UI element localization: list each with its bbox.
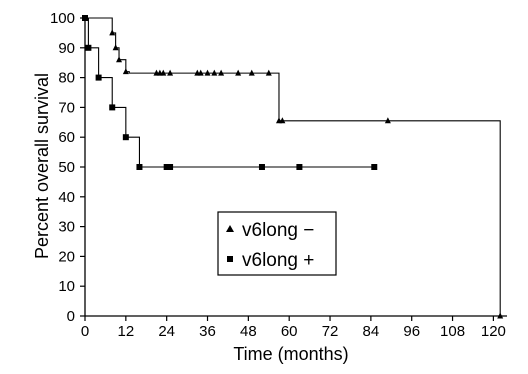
x-tick-label: 108 xyxy=(440,323,465,340)
x-tick-label: 48 xyxy=(240,323,257,340)
legend-label-series-2: v6long + xyxy=(242,250,314,271)
series-2-square-marker xyxy=(85,44,92,51)
series-1-triangle-marker xyxy=(167,69,174,76)
legend-label-series-1: v6long − xyxy=(242,220,314,241)
series-1-triangle-marker xyxy=(265,69,272,76)
series-1-triangle-marker xyxy=(384,117,391,124)
series-2-square-marker xyxy=(95,74,102,81)
series-1-triangle-marker xyxy=(197,69,204,76)
series-1-triangle-marker xyxy=(116,56,123,63)
series-1-triangle-marker xyxy=(235,69,242,76)
y-tick-label: 100 xyxy=(50,10,75,27)
x-tick-label: 0 xyxy=(81,323,89,340)
y-tick-label: 70 xyxy=(58,99,75,116)
x-tick-label: 24 xyxy=(158,323,175,340)
series-2-square-marker xyxy=(167,164,174,170)
y-tick-label: 50 xyxy=(58,159,75,176)
series-2-square-marker xyxy=(136,164,143,170)
series-1-triangle-marker xyxy=(248,69,255,76)
y-tick-label: 10 xyxy=(58,278,75,295)
series-1-triangle-marker xyxy=(497,312,504,319)
x-tick-label: 84 xyxy=(363,323,380,340)
ticks: 0 12 24 36 48 60 72 84 96 108 120 0 10 20 30 40 50 60 70 80… xyxy=(50,10,506,340)
series-1-triangle-marker xyxy=(112,44,119,51)
y-tick-label: 90 xyxy=(58,40,75,57)
series-2-square-marker xyxy=(258,164,265,170)
y-tick-label: 80 xyxy=(58,70,75,87)
y-axis-title: Percent overall survival xyxy=(32,73,52,259)
x-tick-label: 96 xyxy=(403,323,420,340)
series-layer xyxy=(82,15,504,319)
x-tick-label: 60 xyxy=(281,323,298,340)
series-2-square-marker xyxy=(122,134,129,141)
series-1-triangle-marker xyxy=(218,69,225,76)
series-1-triangle-marker xyxy=(122,68,129,75)
series-1-triangle-marker xyxy=(279,117,286,124)
y-tick-label: 40 xyxy=(58,189,75,206)
series-1-triangle-marker xyxy=(109,29,116,36)
series-2-square-marker xyxy=(296,164,303,170)
legend-triangle-icon xyxy=(226,225,234,232)
x-tick-label: 72 xyxy=(322,323,339,340)
series-1-triangle-marker xyxy=(211,69,218,76)
y-tick-label: 60 xyxy=(58,129,75,146)
series-1-triangle-marker xyxy=(160,69,167,76)
x-tick-label: 36 xyxy=(199,323,216,340)
x-tick-label: 12 xyxy=(117,323,134,340)
x-tick-label: 120 xyxy=(481,323,506,340)
series-2-square-marker xyxy=(371,164,378,170)
y-tick-label: 30 xyxy=(58,219,75,236)
series-2-step-line xyxy=(85,17,375,168)
x-axis-title: Time (months) xyxy=(233,344,348,364)
legend-box xyxy=(217,211,337,276)
legend-square-icon xyxy=(227,256,233,262)
series-1-triangle-marker xyxy=(204,69,211,76)
legend: v6long − v6long + xyxy=(217,211,337,276)
series-2-square-marker xyxy=(109,104,116,111)
y-tick-label: 0 xyxy=(67,308,75,325)
series-2-square-marker xyxy=(163,164,170,170)
y-tick-label: 20 xyxy=(58,248,75,265)
series-2-square-marker xyxy=(82,15,88,21)
